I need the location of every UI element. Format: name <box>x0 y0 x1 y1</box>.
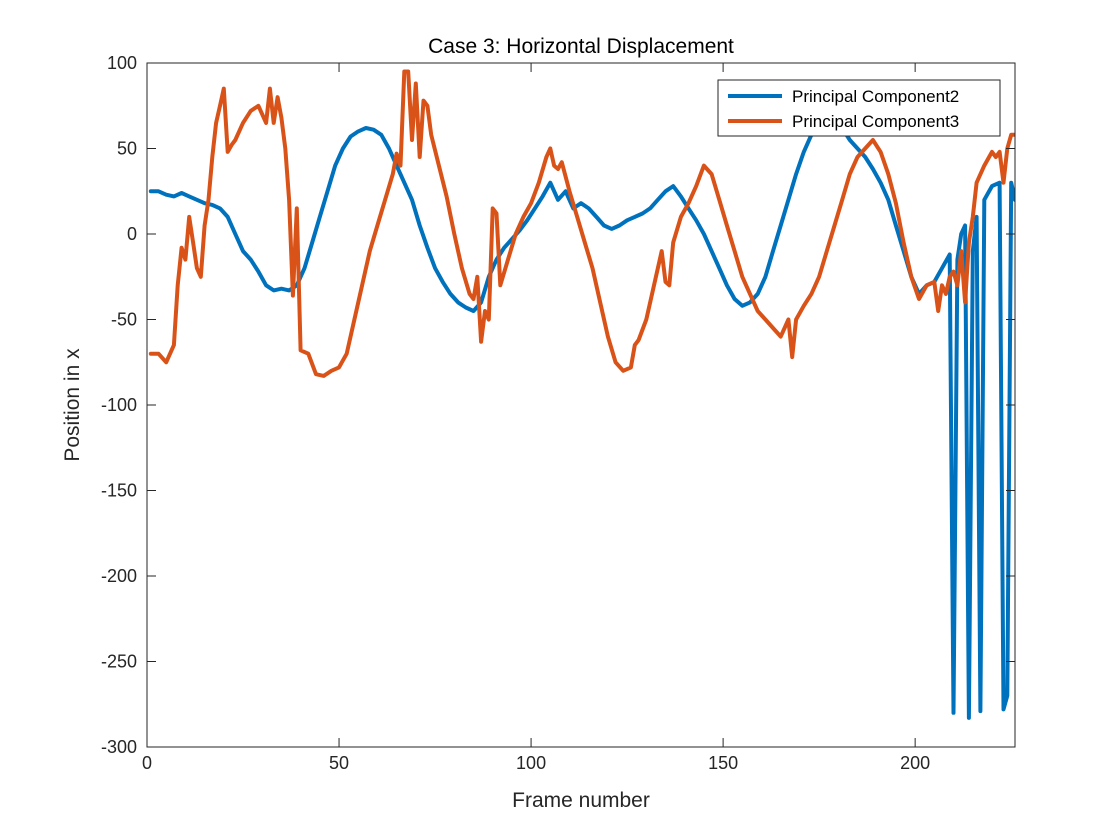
y-tick-label: 50 <box>117 139 137 159</box>
y-tick-label: 100 <box>107 53 137 73</box>
x-tick-label: 0 <box>142 753 152 773</box>
legend-entry-1: Principal Component2 <box>792 87 959 106</box>
y-tick-label: -50 <box>111 310 137 330</box>
series-line-2 <box>148 69 1015 378</box>
plot-area: 0 50 100 150 200 -300 -250 -200 -150 -100 -50 0 50 10… <box>101 53 1016 773</box>
x-tick-label: 50 <box>329 753 349 773</box>
x-tick-label: 100 <box>516 753 546 773</box>
x-tick-label: 150 <box>708 753 738 773</box>
y-tick-label: -150 <box>101 481 137 501</box>
legend-entry-2: Principal Component3 <box>792 112 959 131</box>
legend-box <box>717 79 1001 137</box>
y-axis-title: Position in x <box>61 348 84 462</box>
legend: Principal Component2 Principal Component3 <box>717 79 1001 137</box>
x-tick-label: 200 <box>900 753 930 773</box>
x-axis-title: Frame number <box>512 789 650 812</box>
y-tick-label: 0 <box>127 224 137 244</box>
y-tick-label: -300 <box>101 737 137 757</box>
chart-title: Case 3: Horizontal Displacement <box>428 35 734 58</box>
y-tick-label: -100 <box>101 395 137 415</box>
y-tick-label: -250 <box>101 652 137 672</box>
y-tick-label: -200 <box>101 566 137 586</box>
